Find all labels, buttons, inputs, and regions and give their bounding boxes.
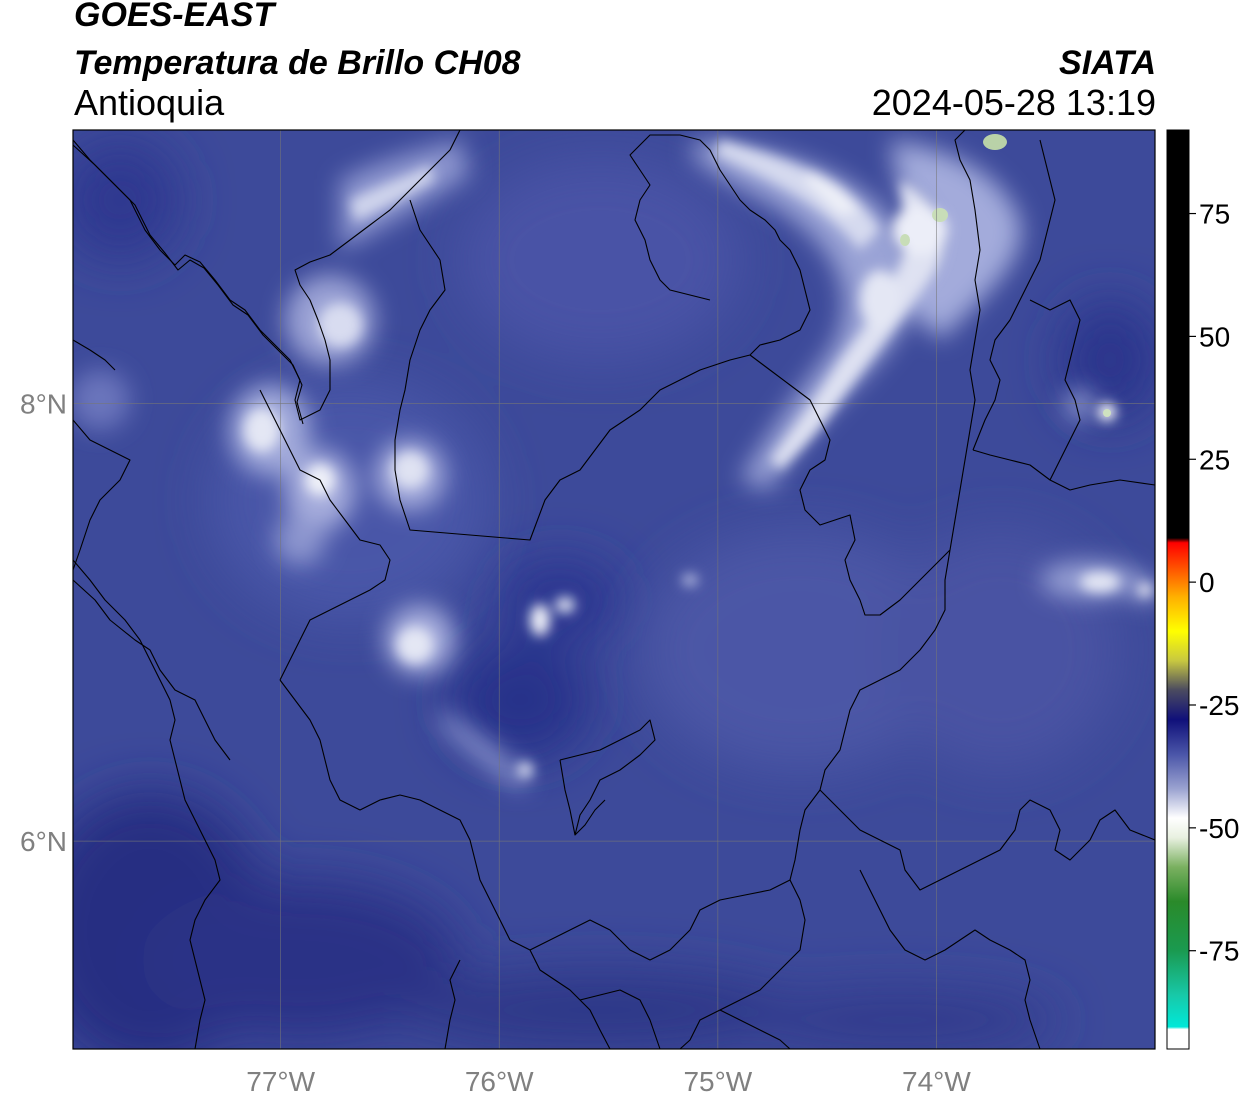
- colorbar-tick-label: -75: [1199, 936, 1239, 967]
- dark-regions: [73, 140, 1155, 1049]
- title-product: Temperatura de Brillo CH08: [74, 44, 521, 82]
- lon-tick-label: 77°W: [246, 1066, 315, 1097]
- lat-tick-labels: 8°N 6°N: [20, 389, 67, 858]
- colorbar: 75 50 25 0 -25 -50 -75: [1166, 129, 1239, 1050]
- colorbar-gradient: [1167, 130, 1189, 1049]
- colorbar-tick-label: 50: [1199, 321, 1230, 352]
- cold-tops: [900, 134, 1111, 417]
- map-panel: [73, 130, 1155, 1049]
- lon-tick-label: 74°W: [902, 1066, 971, 1097]
- colorbar-tick-label: 75: [1199, 199, 1230, 230]
- title-satellite: GOES-EAST: [74, 0, 275, 34]
- colorbar-ticks: 75 50 25 0 -25 -50 -75: [1189, 199, 1239, 967]
- cloud-cores: [244, 140, 1151, 778]
- antioquia-boundary: [394, 134, 811, 541]
- colorbar-tick-label: 25: [1199, 444, 1230, 475]
- colorbar-frame: [1166, 129, 1190, 1050]
- title-region: Antioquia: [74, 82, 225, 123]
- lon-tick-labels: 77°W 76°W 75°W 74°W: [246, 1066, 971, 1097]
- boundaries: [73, 130, 1155, 1049]
- lon-tick-label: 75°W: [683, 1066, 752, 1097]
- colorbar-tick-label: 0: [1199, 567, 1215, 598]
- colorbar-tick-label: -25: [1199, 690, 1239, 721]
- lon-tick-label: 76°W: [465, 1066, 534, 1097]
- lat-tick-label: 6°N: [20, 826, 67, 857]
- brand-label: SIATA: [1059, 44, 1156, 82]
- coastline-southwest: [73, 419, 131, 571]
- lat-tick-label: 8°N: [20, 389, 67, 420]
- map-frame: [72, 129, 1156, 1050]
- timestamp: 2024-05-28 13:19: [871, 82, 1156, 123]
- colorbar-tick-label: -50: [1199, 813, 1239, 844]
